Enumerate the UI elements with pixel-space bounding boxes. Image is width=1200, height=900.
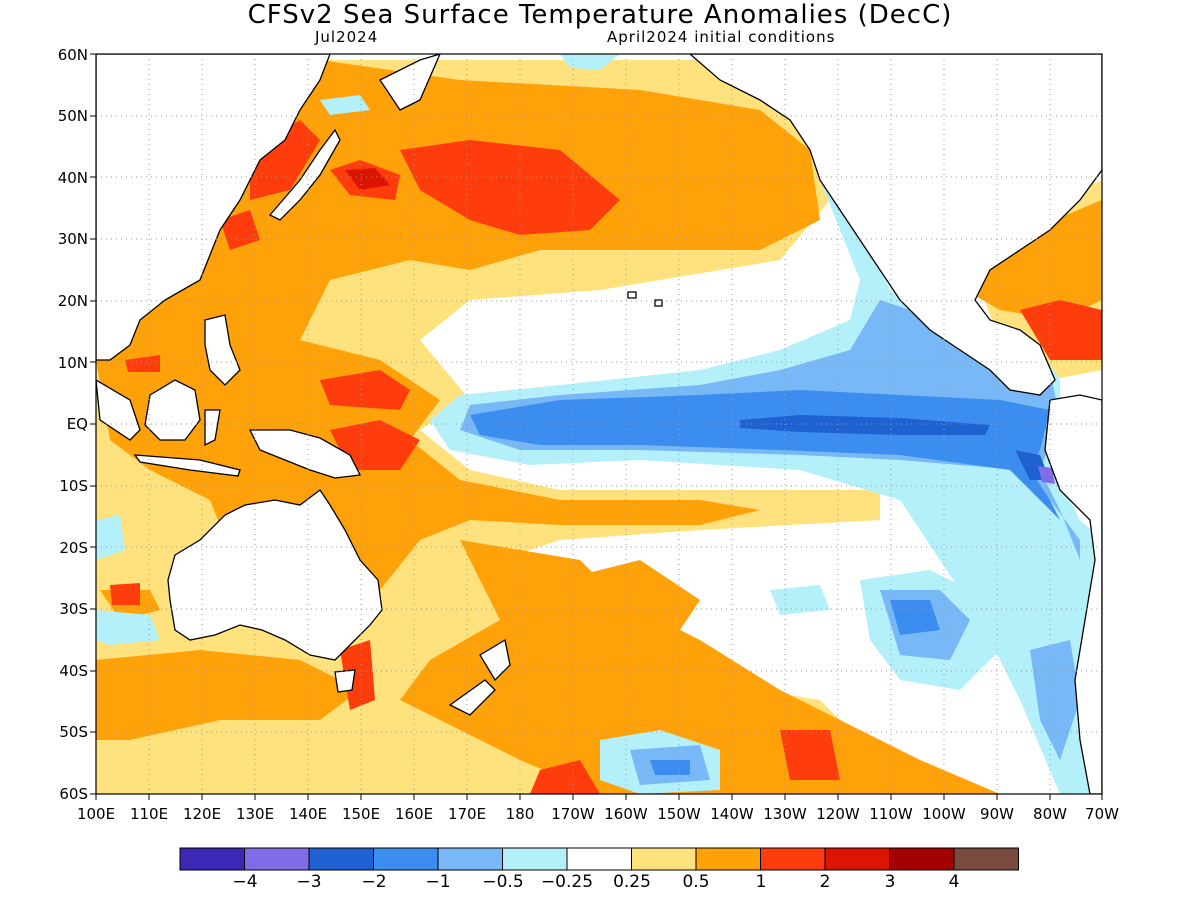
lat-label: 20N (57, 292, 88, 310)
lon-label: 180 (505, 805, 535, 823)
colorbar-swatch (631, 847, 697, 871)
colorbar (179, 847, 1019, 871)
anomaly-region-very-strong-warm (345, 168, 390, 190)
colorbar-label: 2 (819, 872, 831, 892)
colorbar-label: −1 (425, 872, 451, 892)
colorbar-swatch (373, 847, 439, 871)
colorbar-swatch (308, 847, 374, 871)
lat-label: 50S (59, 723, 88, 741)
lat-label: 30S (59, 600, 88, 618)
lon-label: 120E (182, 805, 222, 823)
colorbar-swatch (889, 847, 955, 871)
colorbar-swatch (437, 847, 503, 871)
lon-label: 90W (980, 805, 1014, 823)
graticule (96, 54, 1102, 794)
lon-label: 170W (551, 805, 595, 823)
lon-label: 160W (604, 805, 648, 823)
colorbar-swatch (824, 847, 890, 871)
lat-label: 40S (59, 662, 88, 680)
colorbar-swatch (566, 847, 632, 871)
lon-label: 70W (1085, 805, 1119, 823)
lat-label: 10N (57, 354, 88, 372)
anomaly-field (96, 54, 1102, 794)
lon-label: 140W (710, 805, 754, 823)
lon-label: 170E (447, 805, 487, 823)
lon-label: 130E (235, 805, 275, 823)
lon-label: 120W (816, 805, 860, 823)
axis-ticks (90, 53, 1103, 800)
lon-label: 110W (869, 805, 913, 823)
colorbar-label: 0.5 (682, 872, 710, 892)
lon-label: 80W (1033, 805, 1067, 823)
lon-label: 150W (657, 805, 701, 823)
lon-label: 130W (763, 805, 807, 823)
lat-label: 60S (59, 785, 88, 803)
lat-label: EQ (66, 415, 88, 433)
colorbar-label: 3 (884, 872, 896, 892)
anomaly-region-moderate-warm (96, 54, 1102, 794)
lat-label: 40N (57, 169, 88, 187)
colorbar-label: −3 (296, 872, 322, 892)
colorbar-label: 4 (948, 872, 960, 892)
colorbar-label: −2 (361, 872, 387, 892)
colorbar-label: 1 (755, 872, 767, 892)
colorbar-label: −4 (232, 872, 258, 892)
colorbar-swatch (502, 847, 568, 871)
lon-label: 100W (922, 805, 966, 823)
map-title: CFSv2 Sea Surface Temperature Anomalies … (247, 0, 953, 30)
colorbar-label: −0.5 (482, 872, 524, 892)
anomaly-region-extreme-cool (1038, 466, 1055, 484)
lat-label: 20S (59, 539, 88, 557)
colorbar-swatch (760, 847, 826, 871)
coastlines (96, 54, 1102, 794)
colorbar-swatch (953, 847, 1019, 871)
forecast-month-label: Jul2024 (315, 28, 379, 46)
lat-label: 30N (57, 230, 88, 248)
lon-label: 150E (341, 805, 381, 823)
lon-label: 140E (288, 805, 328, 823)
lon-label: 110E (129, 805, 169, 823)
colorbar-swatch (695, 847, 761, 871)
lat-label: 60N (57, 46, 88, 64)
lat-label: 50N (57, 107, 88, 125)
colorbar-label: −0.25 (540, 872, 594, 892)
initial-conditions-label: April2024 initial conditions (607, 28, 836, 46)
colorbar-swatch (179, 847, 245, 871)
colorbar-label: 0.25 (613, 872, 651, 892)
colorbar-swatch (244, 847, 310, 871)
lon-label: 160E (394, 805, 434, 823)
lat-label: 10S (59, 477, 88, 495)
lon-label: 100E (76, 805, 116, 823)
